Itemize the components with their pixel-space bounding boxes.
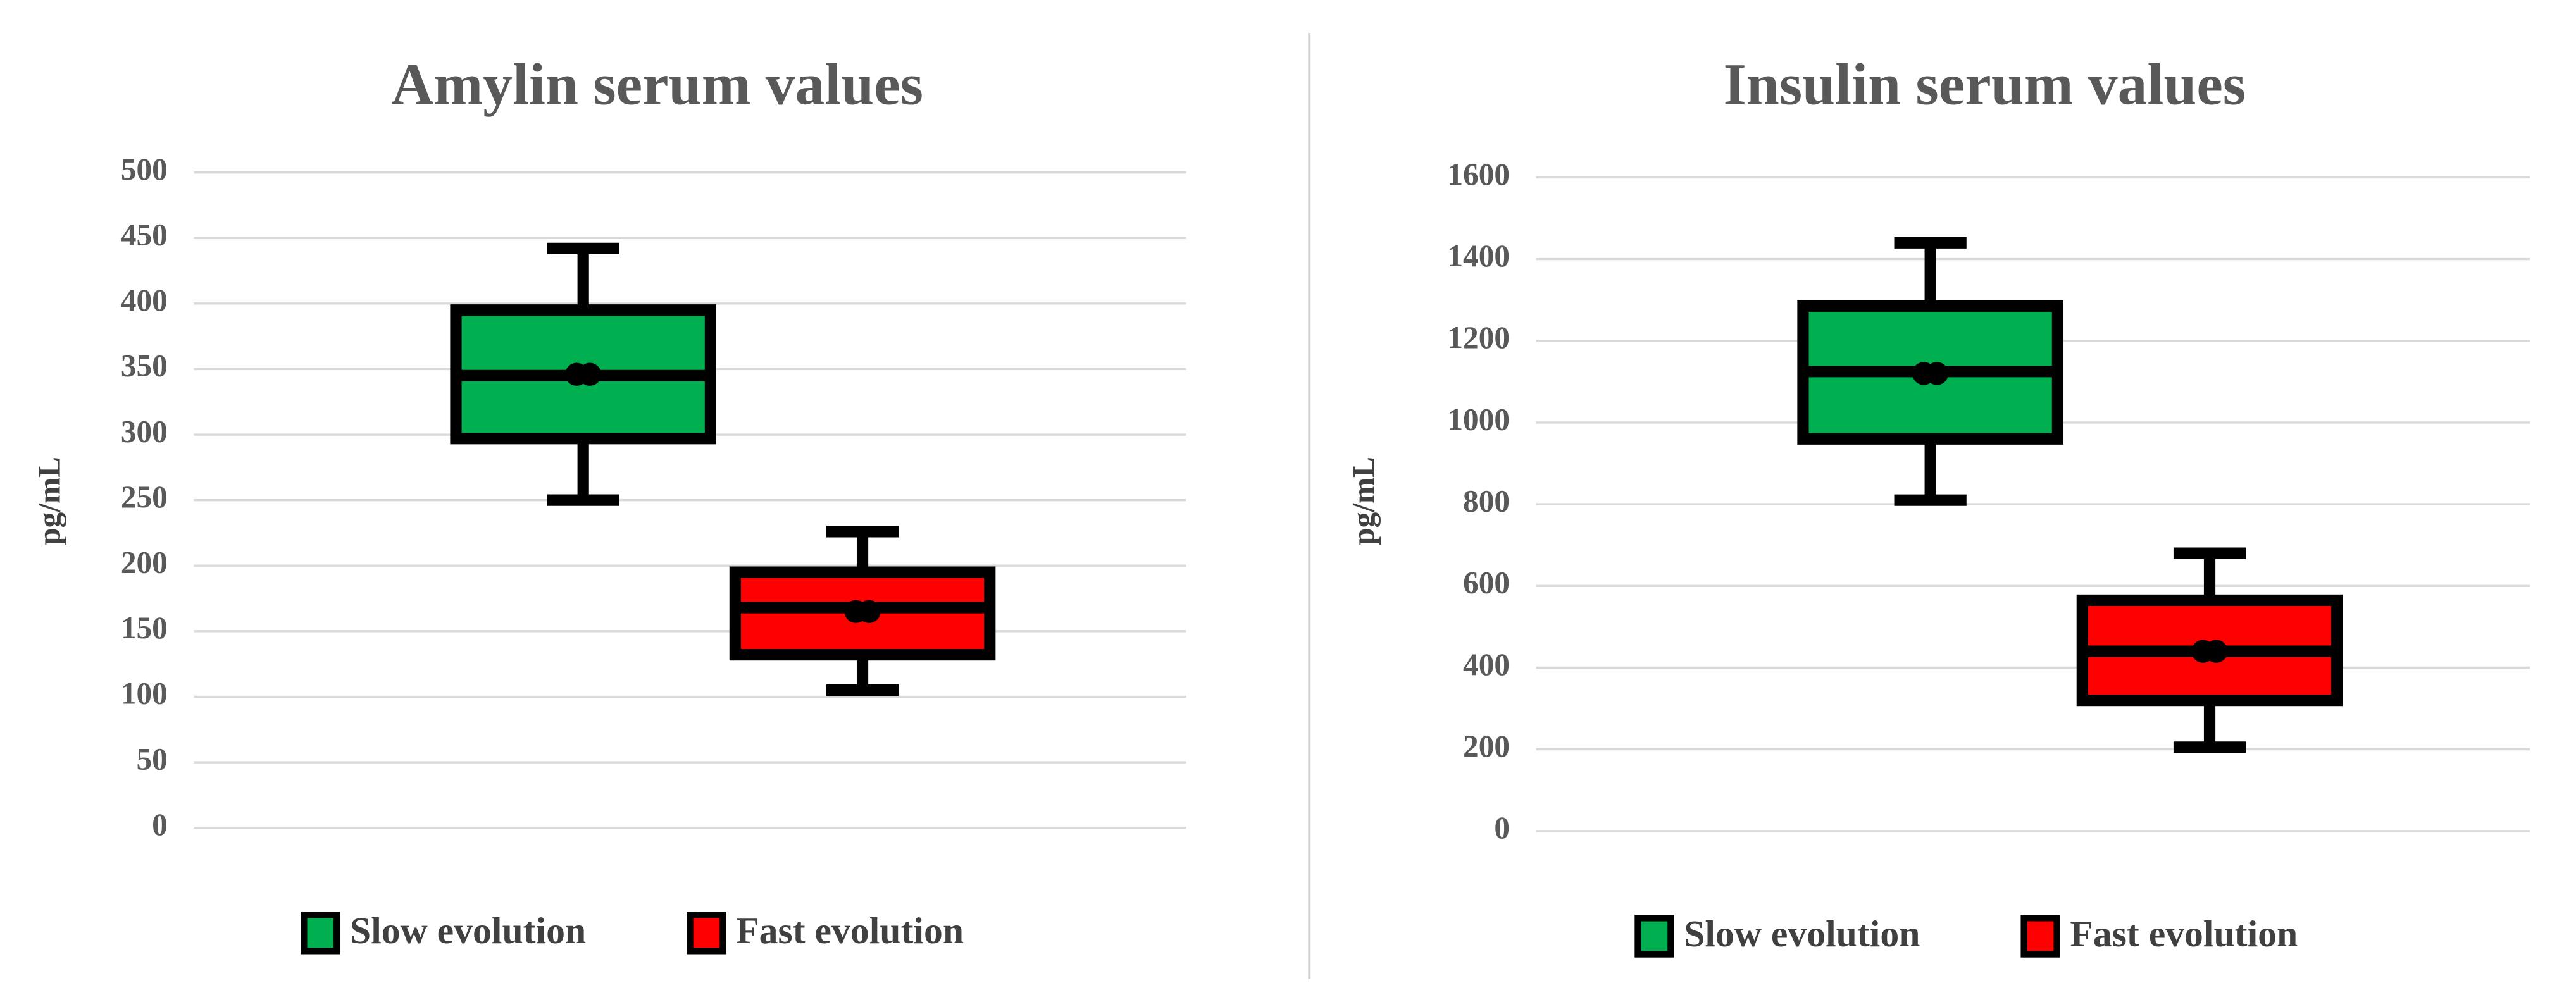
y-tick-label: 400 [1463,647,1510,682]
mean-marker [857,600,881,623]
chart-title: Amylin serum values [391,52,923,117]
y-tick-label: 400 [121,283,168,318]
y-tick-label: 1600 [1447,157,1510,192]
y-tick-label: 1400 [1447,238,1510,273]
y-tick-label: 500 [121,152,168,187]
y-tick-label: 350 [121,349,168,383]
mean-marker [578,362,602,386]
y-tick-label: 450 [121,218,168,252]
legend-label: Slow evolution [1684,913,1920,955]
y-tick-label: 100 [121,676,168,711]
y-tick-label: 200 [121,545,168,580]
legend-swatch [301,912,340,955]
y-tick-label: 150 [121,610,168,645]
legend-swatch [687,912,726,955]
legend-label: Fast evolution [736,910,964,951]
y-tick-label: 0 [1494,810,1510,845]
y-tick-label: 1000 [1447,402,1510,436]
y-axis-label: pg/mL [1346,457,1381,545]
mean-marker [1925,362,1949,385]
legend-label: Fast evolution [2070,913,2298,955]
y-tick-label: 300 [121,414,168,448]
y-tick-label: 600 [1463,566,1510,600]
y-tick-label: 1200 [1447,320,1510,355]
legend-label: Slow evolution [350,910,586,951]
chart-title: Insulin serum values [1723,52,2246,117]
y-tick-label: 200 [1463,729,1510,764]
y-tick-label: 250 [121,479,168,514]
y-axis-label: pg/mL [32,457,66,545]
y-tick-label: 50 [137,741,168,776]
mean-marker [2205,640,2228,663]
y-tick-label: 800 [1463,483,1510,518]
legend-swatch [2020,915,2060,958]
legend-swatch [1634,915,1674,958]
y-tick-label: 0 [152,807,168,842]
